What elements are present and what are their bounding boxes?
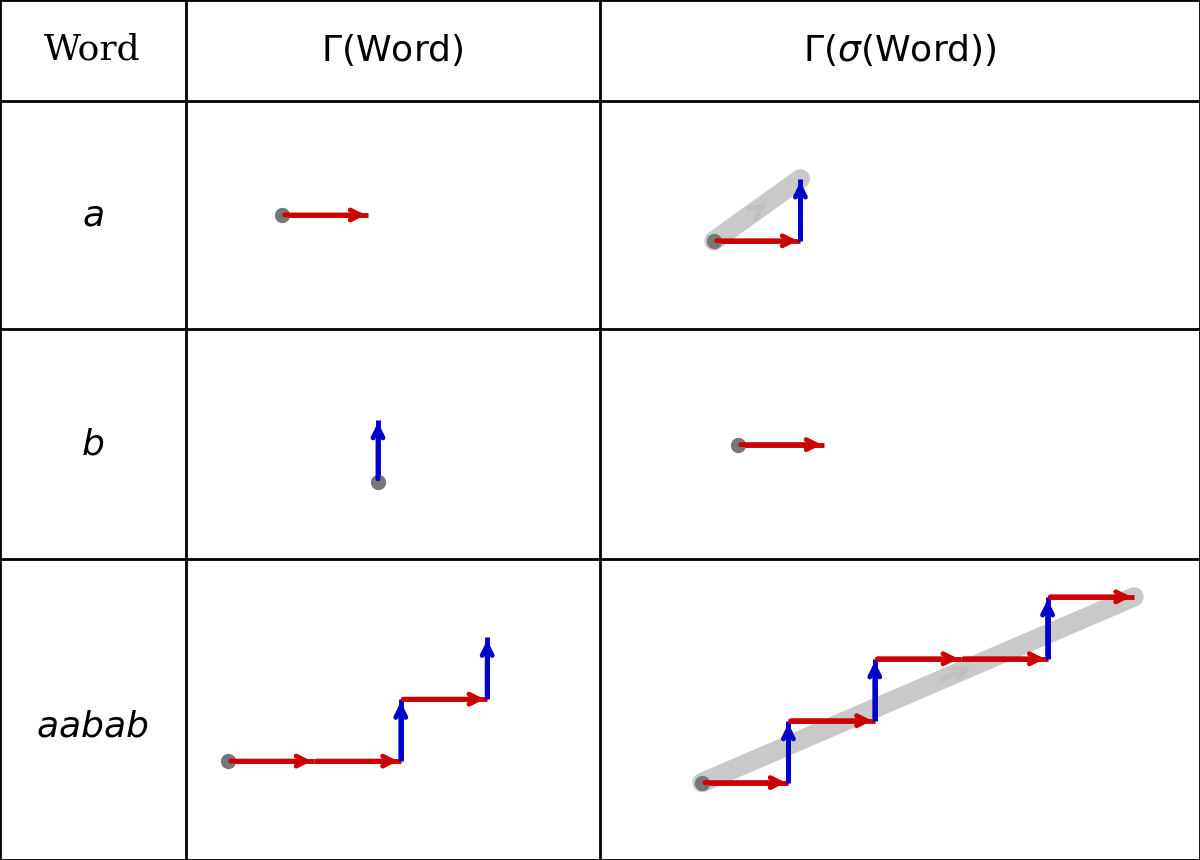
- Point: [368, 475, 388, 488]
- Point: [728, 438, 748, 452]
- Point: [692, 776, 712, 789]
- Text: $a$: $a$: [82, 198, 103, 232]
- Point: [272, 208, 292, 222]
- Text: Word: Word: [44, 33, 140, 67]
- Text: $\Gamma(\mathrm{Word})$: $\Gamma(\mathrm{Word})$: [322, 32, 463, 68]
- Text: $aabab$: $aabab$: [36, 710, 149, 744]
- Point: [218, 754, 238, 768]
- Point: [704, 234, 724, 248]
- Text: $b$: $b$: [80, 427, 104, 462]
- Text: $\Gamma(\sigma(\mathrm{Word}))$: $\Gamma(\sigma(\mathrm{Word}))$: [803, 32, 997, 68]
